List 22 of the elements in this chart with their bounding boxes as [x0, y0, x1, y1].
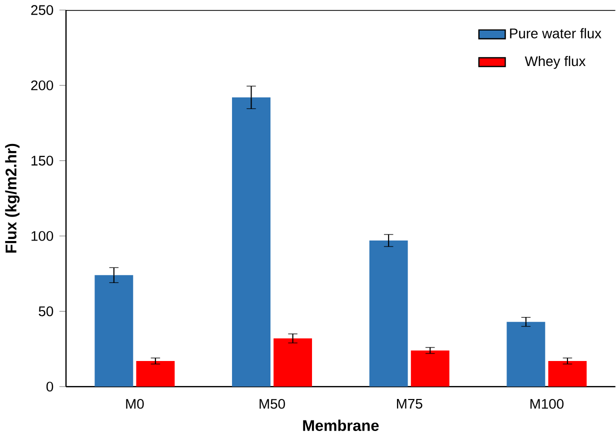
- x-tick-label: M50: [260, 398, 285, 409]
- bar: [506, 322, 546, 387]
- bar: [94, 275, 134, 387]
- y-tick-label: 250: [31, 5, 54, 15]
- y-tick-label: 100: [32, 230, 54, 241]
- x-tick-label: M100: [530, 398, 564, 409]
- y-tick-label: 150: [32, 156, 54, 166]
- y-tick-label: 0: [46, 382, 54, 392]
- x-tick-label: M75: [396, 398, 422, 409]
- bar: [232, 97, 270, 387]
- bar: [274, 338, 312, 387]
- legend-label: Whey flux: [524, 56, 586, 69]
- bar: [369, 240, 408, 387]
- y-tick-label: 50: [38, 306, 54, 316]
- bar: [136, 360, 175, 387]
- x-axis-title: Membrane: [303, 420, 379, 431]
- bar: [410, 350, 450, 387]
- bar: [548, 360, 587, 387]
- y-tick-label: 200: [31, 80, 54, 90]
- x-tick-label: M0: [126, 398, 144, 409]
- y-axis-title: Flux (kg/m2.hr): [5, 144, 20, 253]
- legend-label: Pure water flux: [510, 28, 602, 38]
